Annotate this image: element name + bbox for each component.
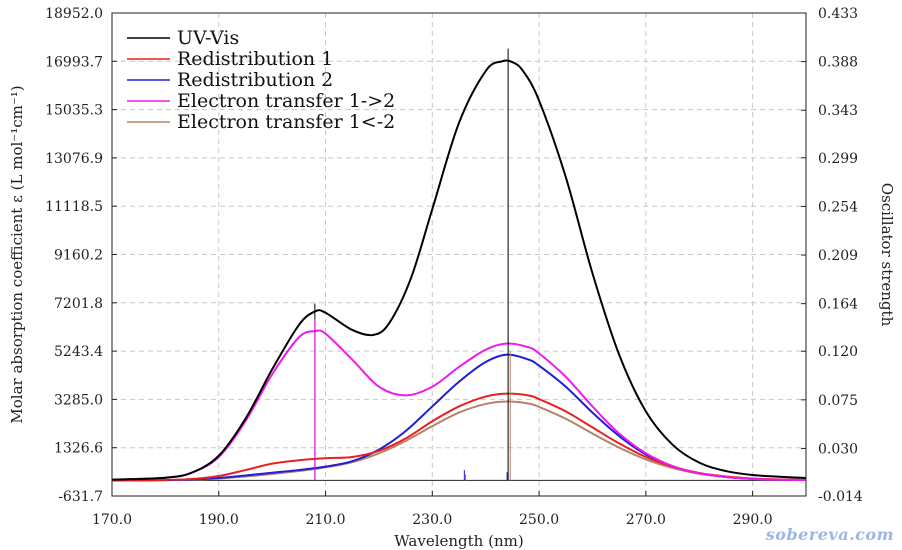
y2-tick-label-1: 0.030 [818, 441, 858, 457]
y-tick-label-0: -631.7 [58, 489, 103, 505]
y-tick-label-9: 16993.7 [45, 54, 103, 70]
y2-axis-ticks: -0.014 0.030 0.075 0.120 0.164 0.209 0.254 0.29… [801, 6, 863, 505]
y2-tick-label-7: 0.299 [818, 151, 858, 167]
y-tick-label-10: 18952.0 [45, 6, 103, 22]
x-tick-label-2: 210.0 [305, 512, 345, 528]
y-tick-label-7: 13076.9 [45, 151, 103, 167]
y2-tick-label-2: 0.075 [818, 393, 858, 409]
y-tick-label-2: 3285.0 [54, 392, 103, 408]
x-tick-label-0: 170.0 [92, 512, 132, 528]
series-line-3 [111, 329, 807, 482]
series-line-0 [111, 59, 807, 481]
y2-tick-label-4: 0.164 [818, 297, 858, 313]
y2-tick-label-8: 0.343 [818, 103, 858, 119]
y2-tick-label-10: 0.433 [818, 6, 858, 22]
watermark: sobereva.com [765, 525, 894, 544]
legend-label-0: UV-Vis [177, 27, 239, 49]
y-axis-title: Molar absorption coefficient ε (L mol⁻¹c… [8, 85, 26, 423]
x-tick-label-6: 290.0 [733, 512, 773, 528]
x-tick-label-4: 250.0 [519, 512, 559, 528]
x-tick-label-5: 270.0 [626, 512, 666, 528]
y-tick-label-4: 7201.8 [54, 296, 103, 312]
oscillator-sticks [314, 48, 511, 481]
legend-label-4: Electron transfer 1<-2 [177, 111, 395, 133]
y-axis-ticks: -631.7 1326.6 3285.0 5243.4 7201.8 9160.2 1111… [45, 6, 117, 505]
series-line-2 [111, 353, 807, 482]
legend-label-2: Redistribution 2 [177, 69, 333, 91]
y2-tick-label-3: 0.120 [818, 344, 858, 360]
y2-tick-label-6: 0.254 [818, 199, 858, 215]
y2-tick-label-0: -0.014 [818, 489, 863, 505]
y-tick-label-3: 5243.4 [54, 344, 103, 360]
series-line-1 [111, 392, 807, 482]
series-line-4 [111, 400, 807, 482]
y-tick-label-1: 1326.6 [54, 441, 103, 457]
x-tick-label-1: 190.0 [199, 512, 239, 528]
legend-label-3: Electron transfer 1->2 [177, 90, 395, 112]
y-tick-label-6: 11118.5 [45, 199, 103, 215]
y-tick-label-8: 15035.3 [45, 103, 103, 119]
spectrum-curves [111, 59, 807, 482]
y2-tick-label-9: 0.388 [818, 55, 858, 71]
x-axis-title: Wavelength (nm) [394, 532, 523, 550]
y2-axis-title: Oscillator strength [878, 183, 896, 327]
y2-tick-label-5: 0.209 [818, 248, 858, 264]
x-tick-label-3: 230.0 [412, 512, 452, 528]
y-tick-label-5: 9160.2 [54, 247, 103, 263]
grid [111, 12, 806, 497]
legend-label-1: Redistribution 1 [177, 48, 333, 70]
x-axis-ticks: 170.0 190.0 210.0 230.0 250.0 270.0 290.0 [92, 491, 773, 528]
